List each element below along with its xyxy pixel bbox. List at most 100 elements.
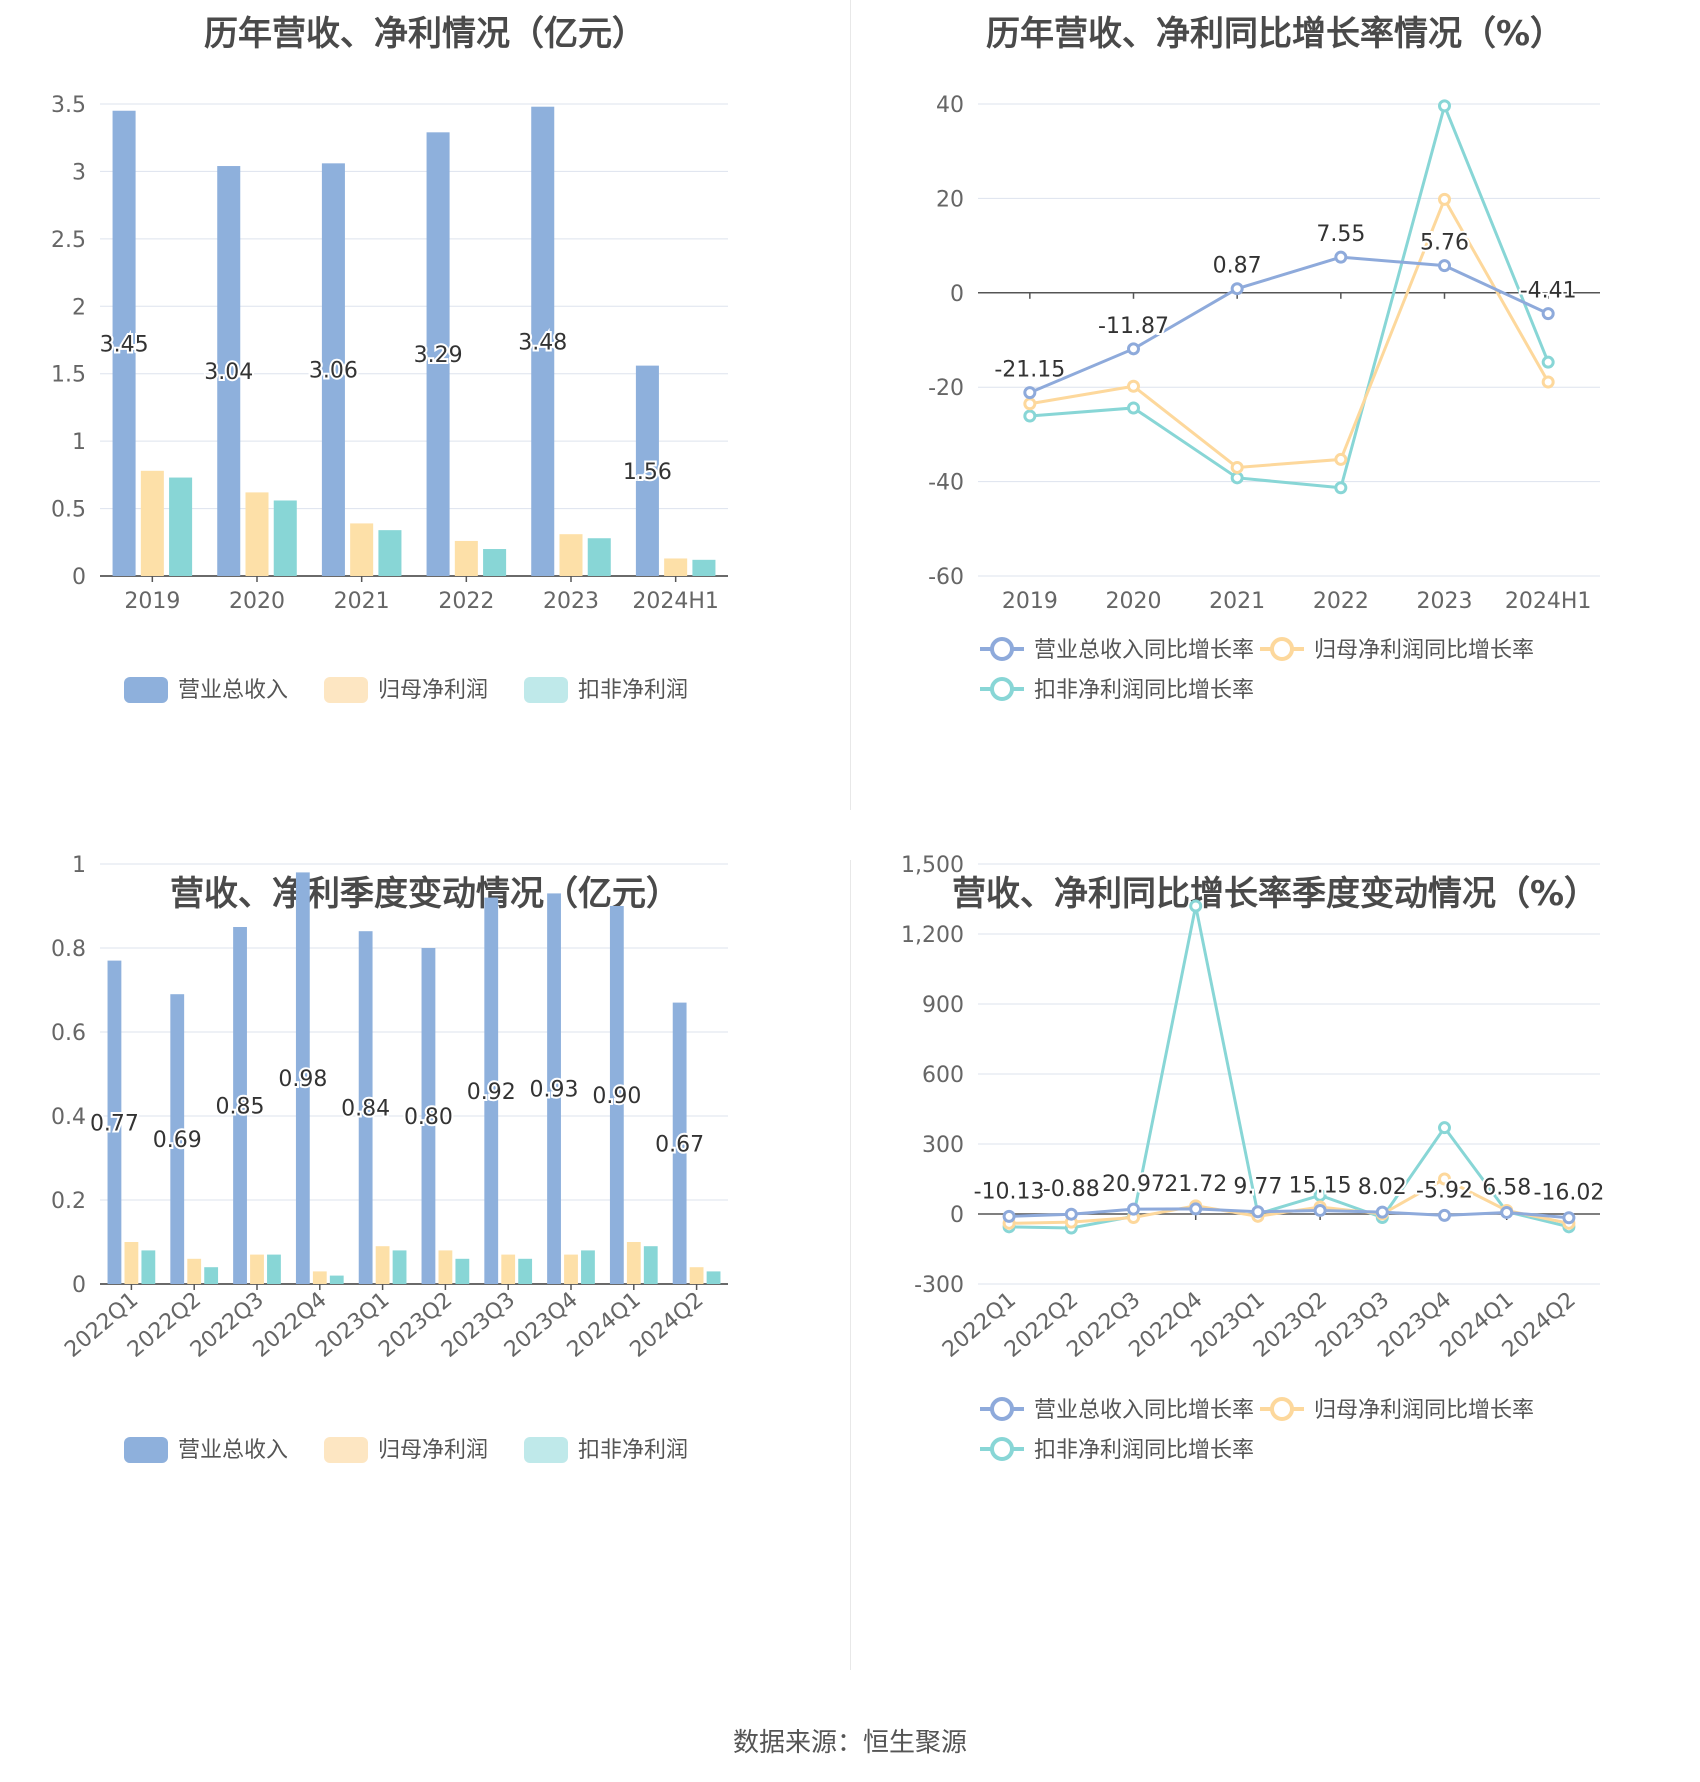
bar-data-label: 0.84 [341,1097,390,1122]
legend-marker [1270,1397,1294,1421]
bar [643,1246,658,1284]
y-tick-label: 0 [950,282,964,307]
data-point [1541,375,1555,389]
legend-marker [990,1397,1014,1421]
legend-label: 扣非净利润同比增长率 [1034,1438,1254,1463]
data-point [1230,282,1244,296]
y-tick-label: 3.5 [51,93,86,118]
series-line [1009,905,1570,1230]
vertical-divider-top [850,0,851,810]
legend-marker [990,677,1014,701]
line-data-label: -16.02 [1533,1181,1604,1206]
chart-title: 历年营收、净利同比增长率情况（%） [985,14,1565,54]
bar [350,523,374,576]
data-point [1500,1205,1514,1219]
bar [426,132,450,576]
legend-swatch [124,677,168,703]
legend-swatch [324,1437,368,1463]
legend-marker [990,637,1014,661]
quarter-amount-chart: 00.20.40.60.812022Q12022Q22022Q32022Q420… [51,853,728,1463]
chart-title: 历年营收、净利情况（亿元） [204,14,646,54]
bar [547,893,561,1284]
data-point [1438,1208,1451,1222]
line-data-label: -0.88 [1043,1177,1100,1202]
bar [501,1254,516,1284]
y-tick-label: 0.4 [51,1105,86,1130]
data-point [1023,409,1037,423]
y-tick-label: 1 [72,853,86,878]
data-point [1127,401,1140,415]
data-point [1002,1209,1016,1223]
data-point [1127,379,1140,393]
bar [609,906,624,1284]
data-point [1438,1121,1451,1135]
bar-data-label: 3.29 [414,343,463,368]
data-point [1127,342,1140,356]
bar [559,534,583,576]
data-point [1438,259,1451,273]
data-point [1334,481,1348,495]
data-point [1541,307,1555,321]
bar-data-label: 0.67 [655,1132,704,1157]
bar [321,163,345,576]
bar-data-label: 1.56 [623,460,672,485]
y-tick-label: 0 [72,1273,86,1298]
legend-label: 扣非净利润 [578,678,688,703]
x-tick-label: 2023 [543,589,599,614]
data-point [1189,899,1203,913]
bar [692,559,716,576]
bar [531,106,555,576]
bar [378,530,402,576]
bar-data-label: 0.98 [278,1067,327,1092]
y-tick-label: 40 [936,93,964,118]
x-tick-label: 2019 [1002,589,1058,614]
bar [169,477,193,576]
data-point [1541,355,1555,369]
line-data-label: 6.58 [1482,1175,1531,1200]
y-tick-label: 0.8 [51,937,86,962]
bar [664,558,688,576]
bar-data-label: 3.06 [309,359,358,384]
bar-data-label: 0.93 [530,1078,579,1103]
bar [689,1267,704,1284]
legend-label: 营业总收入 [178,1438,288,1463]
bar [358,931,373,1284]
bar [672,1002,687,1284]
line-data-label: 5.76 [1420,231,1469,256]
data-point [1375,1205,1389,1219]
legend-label: 营业总收入同比增长率 [1034,1398,1254,1423]
data-point [1313,1203,1327,1217]
legend-label: 归母净利润同比增长率 [1314,1398,1534,1423]
bar-data-label: 0.90 [592,1084,641,1109]
bar [484,897,499,1284]
quarter-amount-panel: 营收、净利季度变动情况（亿元） 0 0.2 0.4 0.6 0.8 1 2022Q1 2022… [0,853,850,1730]
chart-title: 营收、净利季度变动情况（亿元） [170,874,680,914]
data-point [1230,471,1244,485]
y-tick-label: 2.5 [51,228,86,253]
y-tick-label: 0.6 [51,1021,86,1046]
bar [564,1254,578,1284]
x-tick-label: 2024H1 [1505,589,1592,614]
x-tick-label: 2022 [438,589,494,614]
line-data-label: 21.72 [1164,1172,1227,1197]
x-tick-label: 2020 [229,589,285,614]
bar [518,1258,533,1284]
bar-data-label: 3.48 [518,330,567,355]
y-tick-label: 0.2 [51,1189,86,1214]
data-point [1313,1188,1327,1202]
bar-data-label: 0.92 [467,1080,516,1105]
annual-growth-chart: -60 -40 -20 0 20 40 2019 2020 2021 2022 2023 2024H1… [928,93,1600,703]
y-tick-label: 0.5 [51,498,86,523]
bar [312,1271,327,1284]
bar [421,948,436,1284]
y-tick-label: 20 [936,187,964,212]
data-point [1251,1205,1265,1219]
line-data-label: 7.55 [1316,222,1365,247]
x-tick-label: 2022 [1313,589,1369,614]
bar [233,927,247,1284]
legend-swatch [124,1437,168,1463]
vertical-divider-bottom [850,860,851,1670]
data-point [1562,1211,1576,1225]
y-tick-label: 1,200 [901,923,964,948]
legend-swatch [524,677,568,703]
